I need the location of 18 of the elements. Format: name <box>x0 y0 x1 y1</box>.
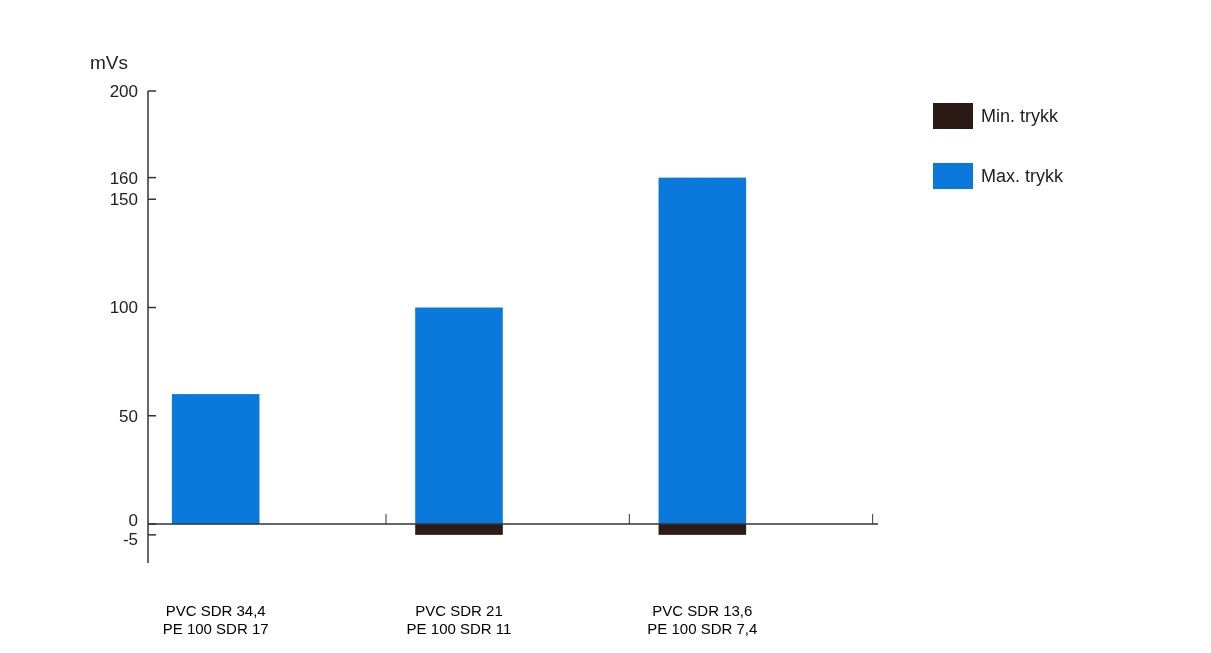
y-tick-label: 200 <box>109 81 138 101</box>
legend-label: Min. trykk <box>981 106 1059 127</box>
bar <box>171 394 260 525</box>
x-tick-label: PVC SDR 21 PE 100 SDR 11 <box>406 602 512 637</box>
x-tick-label: PVC SDR 13,6 PE 100 SDR 7,4 <box>647 602 758 637</box>
legend-label: Max. trykk <box>981 166 1064 187</box>
bar <box>658 177 747 525</box>
x-tick-label: PVC SDR 34,4 PE 100 SDR 17 <box>162 602 269 637</box>
y-tick-label: 50 <box>119 406 138 426</box>
bar <box>415 524 503 535</box>
y-axis-title: mVs <box>90 52 128 73</box>
y-tick-label: 100 <box>109 298 138 318</box>
bar <box>415 307 503 525</box>
y-tick-label: 150 <box>109 190 138 210</box>
y-tick-label: 160 <box>109 168 138 188</box>
y-tick-label: -5 <box>122 529 138 549</box>
y-tick-label: 0 <box>128 510 138 530</box>
bar <box>658 524 747 535</box>
